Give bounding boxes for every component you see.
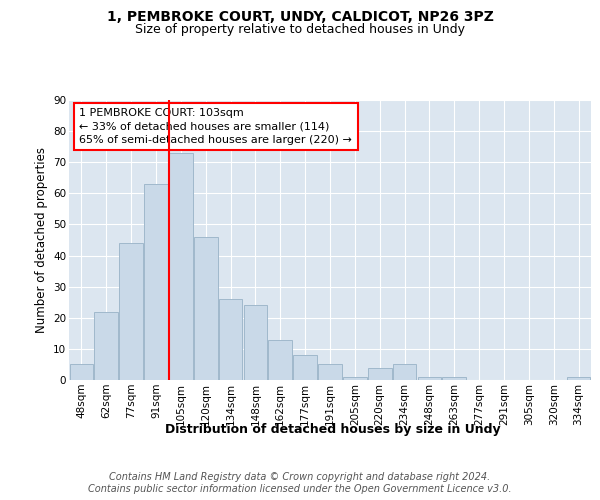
Bar — [318, 364, 342, 380]
Bar — [293, 355, 317, 380]
Text: Distribution of detached houses by size in Undy: Distribution of detached houses by size … — [165, 422, 501, 436]
Y-axis label: Number of detached properties: Number of detached properties — [35, 147, 47, 333]
Bar — [144, 184, 168, 380]
Bar — [194, 237, 218, 380]
Text: Size of property relative to detached houses in Undy: Size of property relative to detached ho… — [135, 22, 465, 36]
Bar — [368, 368, 392, 380]
Bar — [70, 364, 93, 380]
Bar — [442, 377, 466, 380]
Bar — [343, 377, 367, 380]
Text: Contains HM Land Registry data © Crown copyright and database right 2024.
Contai: Contains HM Land Registry data © Crown c… — [88, 472, 512, 494]
Bar — [244, 306, 267, 380]
Bar — [418, 377, 441, 380]
Bar — [219, 299, 242, 380]
Bar — [119, 243, 143, 380]
Bar — [169, 153, 193, 380]
Text: 1 PEMBROKE COURT: 103sqm
← 33% of detached houses are smaller (114)
65% of semi-: 1 PEMBROKE COURT: 103sqm ← 33% of detach… — [79, 108, 352, 145]
Bar — [268, 340, 292, 380]
Text: 1, PEMBROKE COURT, UNDY, CALDICOT, NP26 3PZ: 1, PEMBROKE COURT, UNDY, CALDICOT, NP26 … — [107, 10, 493, 24]
Bar — [393, 364, 416, 380]
Bar — [94, 312, 118, 380]
Bar — [567, 377, 590, 380]
